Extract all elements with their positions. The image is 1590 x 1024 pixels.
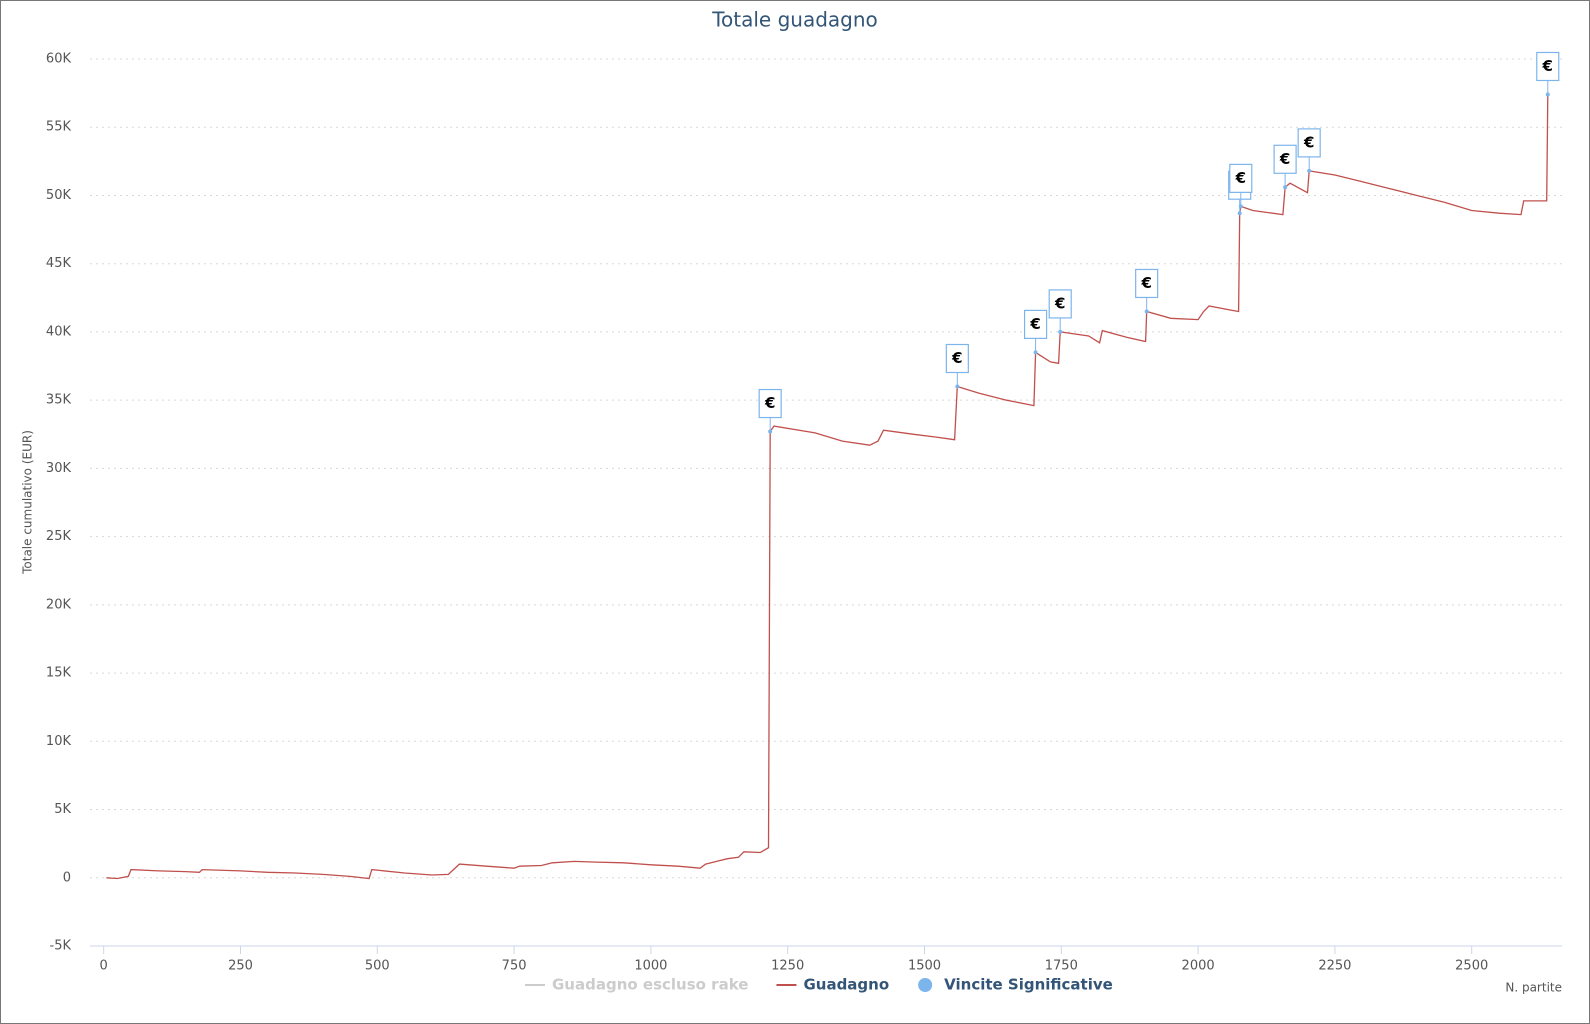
x-tick-label: 500 [365, 959, 390, 974]
x-tick-label: 1500 [908, 959, 941, 974]
y-tick-label: 50K [46, 188, 72, 203]
flag-text: € [1542, 57, 1553, 75]
legend-label: Guadagno escluso rake [552, 976, 748, 994]
flag: € [1536, 51, 1560, 97]
line-series [106, 94, 1549, 880]
legend-symbol [918, 978, 933, 992]
flag-box [945, 343, 969, 374]
point [1238, 204, 1243, 209]
flag-text: € [1029, 315, 1040, 333]
flag-box [1023, 309, 1048, 339]
flag-box [1048, 289, 1072, 319]
y-tick-label: -5K [50, 939, 72, 954]
flag-box [1273, 144, 1297, 174]
y-tick-label: 55K [46, 120, 72, 135]
x-tick-label: 0 [100, 959, 108, 974]
point [1545, 92, 1550, 97]
flag-text: € [1303, 133, 1314, 151]
flag-box [1135, 268, 1159, 299]
flag-text: € [764, 394, 775, 412]
point [1033, 350, 1038, 355]
y-tick-label: 35K [46, 393, 72, 408]
flag-box [1229, 163, 1253, 193]
point [1237, 211, 1242, 216]
flag: € [1273, 144, 1297, 190]
flag-text: € [1279, 150, 1290, 168]
legend: Guadagno escluso rake Guadagno Vincite Sig… [525, 976, 1113, 994]
flag: € [1135, 268, 1159, 314]
y-tick-label: 20K [46, 597, 72, 612]
y-tick-label: 40K [46, 324, 72, 339]
legend-label: Vincite Significative [944, 976, 1113, 994]
flag: € [1023, 309, 1048, 355]
y-tick-label: 25K [46, 529, 72, 544]
x-tick-label: 250 [228, 959, 253, 974]
y-tick-label: 10K [46, 734, 72, 749]
y-tick-label: 0 [63, 870, 71, 885]
y-tick-label: 15K [46, 666, 72, 681]
flag: € [1229, 163, 1253, 209]
point [1307, 168, 1312, 173]
point [768, 429, 773, 434]
point [1283, 185, 1288, 190]
x-tick-label: 750 [502, 959, 527, 974]
flag-text: € [1235, 169, 1246, 187]
x-tick-label: 1000 [634, 959, 667, 974]
legend-label: Guadagno [803, 976, 889, 994]
x-tick-label: 2500 [1455, 959, 1488, 974]
flag: € [945, 343, 969, 389]
flag-box [1297, 128, 1321, 158]
flag-box [758, 388, 782, 419]
chart-title: Totale guadagno [711, 8, 878, 32]
point [1058, 329, 1063, 334]
flag: € [758, 388, 782, 434]
y-tick-label: 30K [46, 461, 72, 476]
y-tick-label: 5K [54, 802, 71, 817]
x-tick-label: 2250 [1318, 959, 1351, 974]
x-axis-title: N. partite [1505, 981, 1562, 995]
flag-box [1536, 51, 1560, 82]
point [1144, 309, 1149, 314]
flag-text: € [1054, 294, 1065, 312]
x-tick-label: 1750 [1045, 959, 1078, 974]
flag: € [1048, 289, 1072, 334]
y-tick-label: 45K [46, 256, 72, 271]
flag-text: € [1140, 274, 1151, 292]
flag-text: € [951, 349, 962, 367]
flag: € [1297, 128, 1321, 173]
y-tick-label: 60K [46, 52, 72, 67]
y-axis-title: Totale cumulativo (EUR) [21, 430, 35, 575]
x-tick-label: 2000 [1182, 959, 1215, 974]
point [955, 384, 960, 389]
x-tick-label: 1250 [771, 959, 804, 974]
